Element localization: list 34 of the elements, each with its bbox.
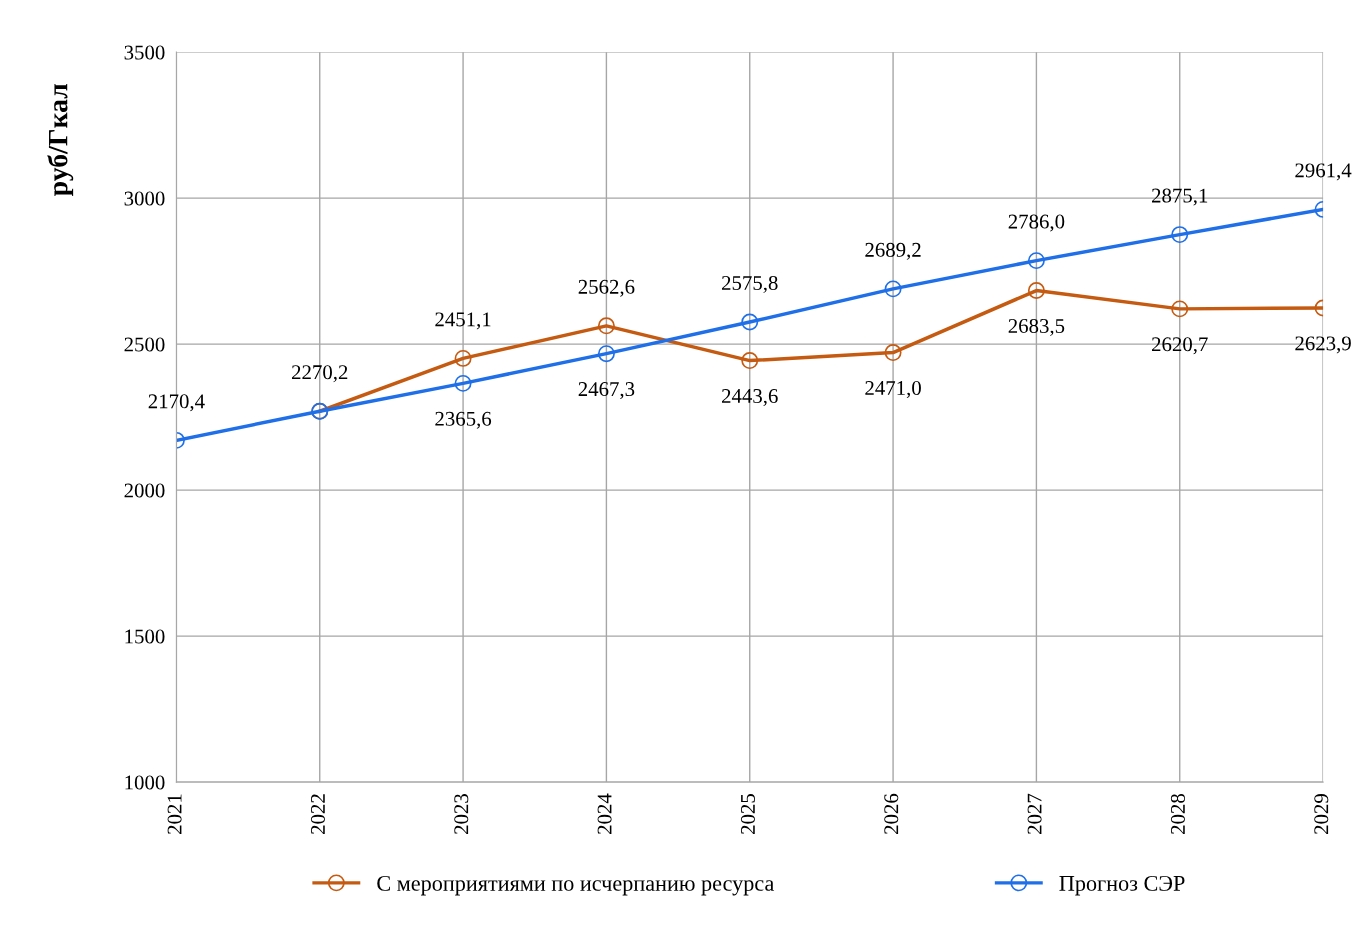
data-label: 2467,3 <box>578 382 635 400</box>
data-label: 2620,7 <box>1152 337 1208 355</box>
data-label: 2961,4 <box>1295 163 1352 181</box>
x-tick-label: 2025 <box>740 794 755 834</box>
x-tick-label: 2026 <box>884 793 899 834</box>
legend-label: Прогноз СЭР <box>1059 875 1185 896</box>
y-tick-label: 1000 <box>125 775 165 790</box>
legend-label: С мероприятиями по исчерпанию ресурса <box>377 875 775 896</box>
x-tick-label: 2027 <box>1027 793 1042 834</box>
y-tick-label: 3000 <box>124 191 165 206</box>
y-tick-label: 3500 <box>124 45 165 60</box>
x-tick-label: 2024 <box>597 793 612 834</box>
data-label: 2451,1 <box>435 312 491 330</box>
data-label: 2270,2 <box>292 365 348 383</box>
data-label: 2170,4 <box>148 394 205 412</box>
y-tick-label: 2000 <box>124 483 165 498</box>
x-tick-label: 2022 <box>310 794 325 834</box>
data-label: 2623,9 <box>1295 336 1351 354</box>
data-label: 2875,1 <box>1152 188 1208 206</box>
data-label: 2365,6 <box>435 411 492 429</box>
data-label: 2786,0 <box>1008 214 1065 232</box>
data-label: 2562,6 <box>578 279 635 297</box>
x-tick-label: 2029 <box>1314 794 1329 834</box>
data-label: 2443,6 <box>722 389 778 407</box>
x-tick-label: 2021 <box>167 794 182 834</box>
data-label: 2683,5 <box>1008 318 1065 336</box>
y-tick-label: 2500 <box>124 337 165 352</box>
data-label: 2471,0 <box>865 380 921 399</box>
data-label: 2689,2 <box>865 242 921 260</box>
x-tick-label: 2023 <box>454 794 469 834</box>
y-axis-title: руб/Гкал <box>47 83 74 196</box>
data-label: 2575,8 <box>722 275 778 293</box>
x-tick-label: 2028 <box>1170 794 1185 834</box>
y-tick-label: 1500 <box>125 629 165 644</box>
